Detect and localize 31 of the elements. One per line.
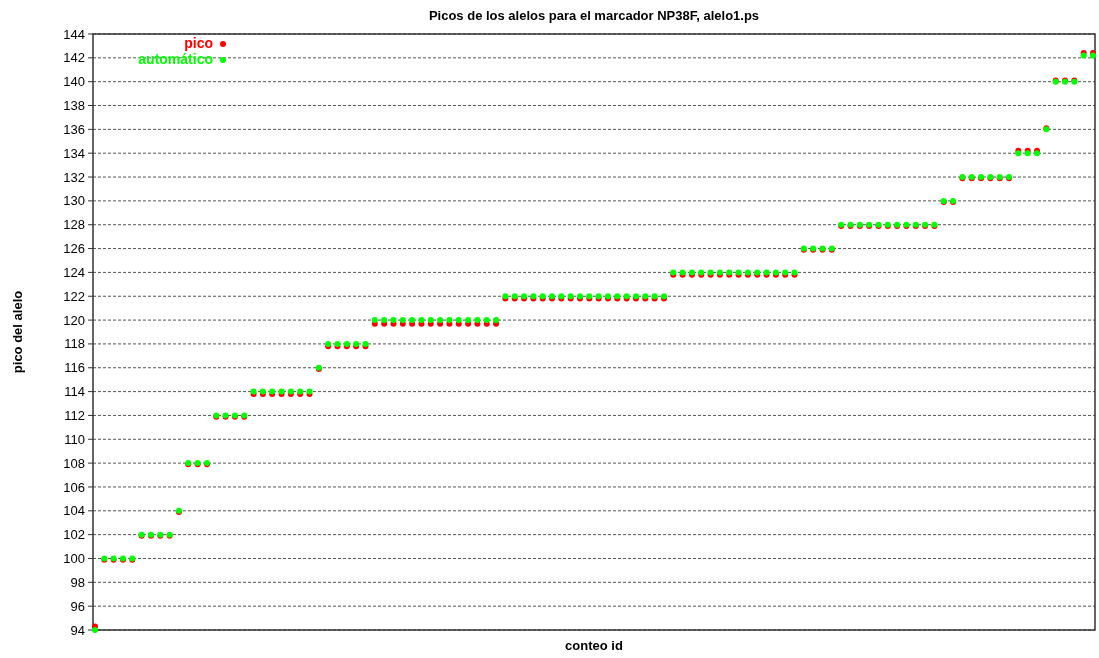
y-tick-label: 98 — [70, 574, 85, 590]
y-tick-label: 96 — [70, 598, 85, 614]
y-tick-label: 110 — [64, 431, 85, 447]
legend-label: automático — [138, 51, 213, 67]
x-axis-title: conteo id — [565, 638, 623, 653]
y-tick-label: 142 — [63, 50, 85, 66]
y-tick-label: 132 — [63, 169, 85, 185]
y-tick-label: 118 — [64, 336, 85, 352]
y-tick-label: 120 — [63, 312, 85, 328]
y-tick-label: 100 — [63, 551, 85, 567]
y-tick-label: 134 — [63, 145, 85, 161]
y-tick-label: 138 — [63, 98, 85, 114]
y-tick-label: 122 — [63, 288, 85, 304]
y-axis-title: pico del alelo — [10, 290, 25, 374]
y-tick-label: 130 — [63, 193, 85, 209]
y-tick-label: 114 — [64, 384, 85, 400]
legend-label: pico — [184, 35, 213, 51]
y-tick-label: 104 — [63, 503, 85, 519]
y-tick-label: 144 — [63, 26, 85, 42]
y-tick-label: 140 — [63, 74, 85, 90]
y-tick-label: 116 — [64, 360, 85, 376]
y-tick-label: 112 — [64, 407, 85, 423]
y-tick-label: 136 — [63, 121, 85, 137]
y-tick-label: 102 — [63, 527, 85, 543]
y-tick-label: 106 — [63, 479, 85, 495]
y-tick-label: 124 — [63, 264, 85, 280]
chart-title: Picos de los alelos para el marcador NP38F, alelo1.ps — [428, 8, 760, 23]
y-tick-label: 128 — [63, 217, 85, 233]
y-tick-label: 126 — [63, 241, 85, 257]
y-tick-label: 108 — [63, 455, 85, 471]
y-tick-label: 94 — [70, 622, 85, 638]
